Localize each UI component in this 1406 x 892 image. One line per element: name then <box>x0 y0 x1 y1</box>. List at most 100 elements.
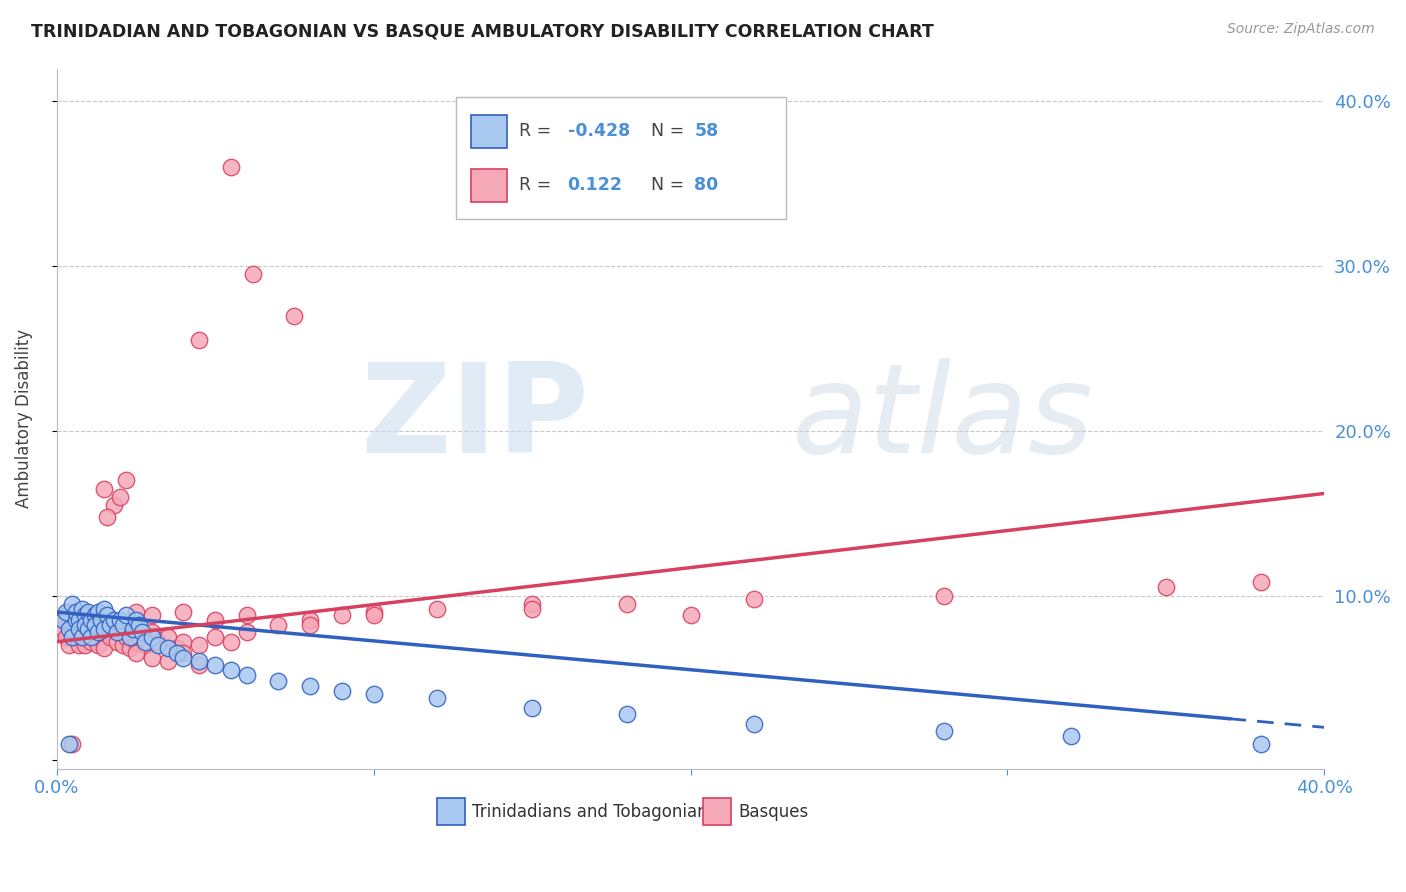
Point <box>242 268 264 282</box>
Point <box>166 646 188 660</box>
Point <box>125 605 148 619</box>
Point <box>70 608 93 623</box>
Point <box>67 622 90 636</box>
Point <box>616 707 638 722</box>
Point <box>267 618 290 632</box>
Point <box>52 613 75 627</box>
Point <box>141 608 163 623</box>
Point <box>267 674 290 689</box>
Point <box>188 638 211 652</box>
Point <box>219 161 242 175</box>
Point <box>616 597 638 611</box>
Point <box>125 613 148 627</box>
Point <box>236 608 259 623</box>
Text: Trinidadians and Tobagonians: Trinidadians and Tobagonians <box>472 803 717 821</box>
Text: Source: ZipAtlas.com: Source: ZipAtlas.com <box>1227 22 1375 37</box>
Point <box>742 717 765 731</box>
Point <box>52 622 75 636</box>
Point <box>65 605 87 619</box>
Point <box>77 622 100 636</box>
Text: R =: R = <box>519 122 557 140</box>
Point <box>80 622 103 636</box>
Point <box>62 630 84 644</box>
Point <box>363 687 385 701</box>
Point <box>363 605 385 619</box>
Point <box>58 622 80 636</box>
Point <box>426 690 449 705</box>
Point <box>520 597 543 611</box>
Point <box>87 638 110 652</box>
Point <box>1060 729 1083 743</box>
Point <box>236 667 259 681</box>
Point <box>67 638 90 652</box>
Point <box>55 630 77 644</box>
Point <box>83 630 105 644</box>
Point <box>103 613 125 627</box>
Point <box>93 601 115 615</box>
Point <box>83 618 105 632</box>
Point <box>62 622 84 636</box>
Point <box>62 597 84 611</box>
Point <box>93 641 115 656</box>
Point <box>70 630 93 644</box>
Point <box>103 622 125 636</box>
Point <box>108 490 131 504</box>
Point <box>134 634 156 648</box>
Point <box>80 634 103 648</box>
Point <box>65 605 87 619</box>
Point <box>108 624 131 639</box>
Point <box>1250 575 1272 590</box>
Point <box>115 630 138 644</box>
Point <box>75 608 97 623</box>
Point <box>93 624 115 639</box>
Text: TRINIDADIAN AND TOBAGONIAN VS BASQUE AMBULATORY DISABILITY CORRELATION CHART: TRINIDADIAN AND TOBAGONIAN VS BASQUE AMB… <box>31 22 934 40</box>
Point <box>166 641 188 656</box>
Point <box>742 591 765 606</box>
Point <box>87 618 110 632</box>
Point <box>87 605 110 619</box>
Point <box>141 630 163 644</box>
Point <box>96 618 118 632</box>
Point <box>172 651 194 665</box>
Point <box>55 605 77 619</box>
Point <box>118 630 141 644</box>
Text: -0.428: -0.428 <box>568 122 630 140</box>
Point <box>67 613 90 627</box>
Text: ZIP: ZIP <box>360 358 589 479</box>
Point <box>75 618 97 632</box>
Point <box>105 634 128 648</box>
Point <box>520 601 543 615</box>
Point <box>77 605 100 619</box>
Point <box>75 618 97 632</box>
Point <box>330 608 353 623</box>
Point <box>96 608 118 623</box>
Point <box>1250 737 1272 751</box>
Point <box>172 605 194 619</box>
Point <box>156 630 179 644</box>
Text: R =: R = <box>519 176 557 194</box>
Text: atlas: atlas <box>792 358 1094 479</box>
Point <box>115 473 138 487</box>
Point <box>426 601 449 615</box>
Text: 58: 58 <box>695 122 718 140</box>
Point <box>93 482 115 496</box>
Point <box>520 700 543 714</box>
Bar <box>703 798 731 824</box>
Point <box>62 737 84 751</box>
Point <box>105 624 128 639</box>
Point <box>58 638 80 652</box>
Text: 0.122: 0.122 <box>568 176 623 194</box>
Text: N =: N = <box>640 176 689 194</box>
Point <box>93 622 115 636</box>
Point <box>80 613 103 627</box>
Point <box>77 613 100 627</box>
Point <box>100 618 122 632</box>
Point <box>67 613 90 627</box>
Point <box>283 309 305 323</box>
Point <box>58 605 80 619</box>
Point <box>112 638 135 652</box>
Bar <box>471 169 506 202</box>
Point <box>75 638 97 652</box>
Point <box>141 651 163 665</box>
Point <box>188 333 211 347</box>
